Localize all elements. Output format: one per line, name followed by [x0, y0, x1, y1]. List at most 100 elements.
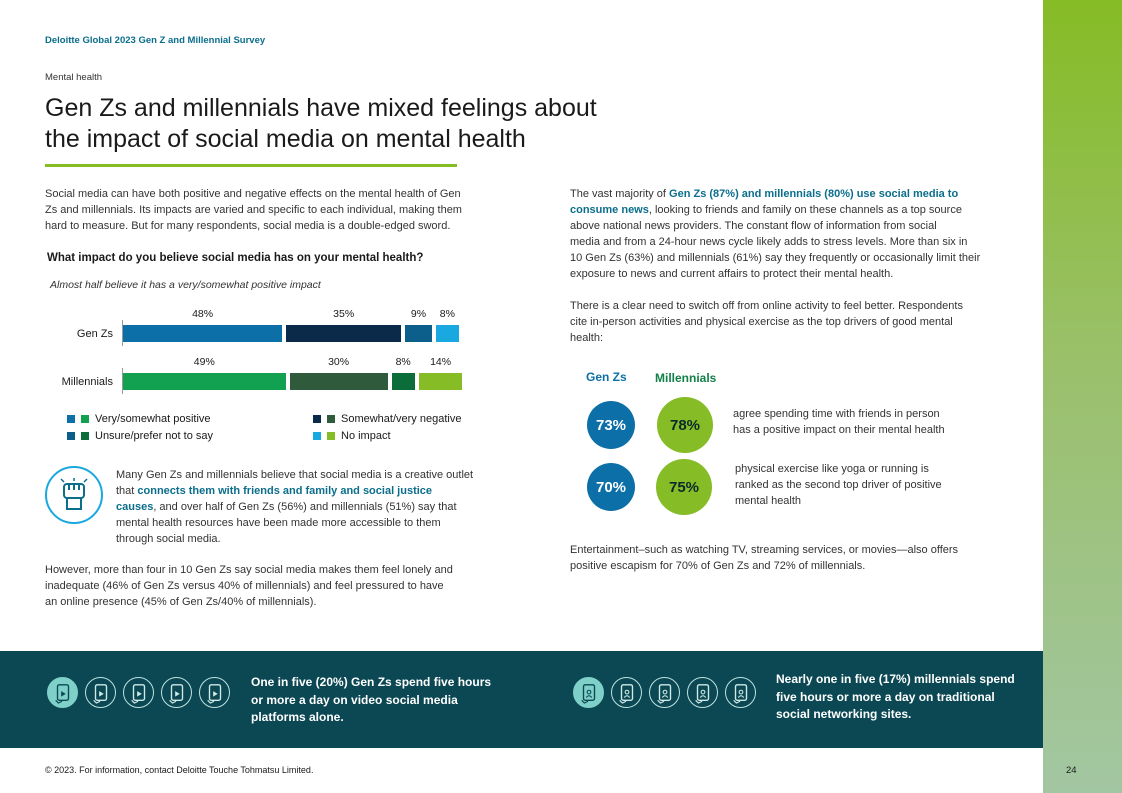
intro-line: Zs and millennials. Its impacts are vari… — [45, 204, 462, 216]
news-text: , looking to friends and family on these… — [648, 204, 962, 216]
callout-paragraph: Many Gen Zs and millennials believe that… — [116, 467, 496, 547]
video-phone-icon — [123, 677, 154, 708]
band-text-right: Nearly one in five (17%) millennials spe… — [776, 671, 1036, 724]
section-label: Mental health — [45, 72, 103, 83]
entertainment-line: positive escapism for 70% of Gen Zs and … — [570, 560, 866, 572]
legend-swatch — [313, 432, 321, 440]
intro-line: hard to measure. But for many respondent… — [45, 220, 451, 232]
stat-circle-genz: 73% — [587, 401, 635, 449]
legend-label-noimpact: No impact — [341, 430, 391, 442]
stat-description: physical exercise like yoga or running i… — [735, 461, 1015, 509]
video-phone-icon — [199, 677, 230, 708]
band-text-left: One in five (20%) Gen Zs spend five hour… — [251, 674, 531, 727]
category-label-genz: Gen Zs — [76, 328, 113, 340]
band-line: social networking sites. — [776, 707, 912, 721]
however-paragraph: However, more than four in 10 Gen Zs say… — [45, 562, 495, 610]
news-highlight: consume news — [570, 204, 649, 216]
callout-line: through social media. — [116, 533, 221, 545]
bar-value-label: 30% — [328, 356, 350, 368]
intro-paragraph: Social media can have both positive and … — [45, 186, 495, 234]
bar-value-label: 35% — [333, 308, 355, 320]
bar-segment — [418, 373, 463, 390]
bar-segment — [435, 325, 459, 342]
bar-segment — [405, 325, 432, 342]
video-icon-row — [47, 677, 230, 708]
bar-segment — [289, 373, 388, 390]
legend-swatch — [81, 432, 89, 440]
bar-segment — [286, 325, 402, 342]
millennials-column-label: Millennials — [655, 371, 717, 385]
news-text: The vast majority of — [570, 188, 670, 200]
bar-segment — [391, 373, 415, 390]
stat-circle-genz: 70% — [587, 463, 635, 511]
page-number: 24 — [1066, 765, 1077, 776]
title-rule — [45, 164, 457, 167]
social-phone-icon — [611, 677, 642, 708]
genz-column-label: Gen Zs — [586, 370, 627, 384]
bar-value-label: 8% — [439, 308, 455, 320]
switch-off-line: There is a clear need to switch off from… — [570, 300, 963, 312]
entertainment-line: Entertainment–such as watching TV, strea… — [570, 544, 959, 556]
news-paragraph: The vast majority of Gen Zs (87%) and mi… — [570, 186, 1010, 282]
legend-label-negative: Somewhat/very negative — [341, 413, 462, 425]
callout-highlight: causes — [116, 501, 154, 513]
switch-off-paragraph: There is a clear need to switch off from… — [570, 298, 1010, 346]
bar-segment — [123, 373, 286, 390]
category-label-millennials: Millennials — [61, 376, 113, 388]
page-title-line-2: the impact of social media on mental hea… — [45, 125, 526, 153]
stat-line: has a positive impact on their mental he… — [733, 424, 945, 436]
legend-label-unsure: Unsure/prefer not to say — [95, 430, 214, 442]
page-title-line-1: Gen Zs and millennials have mixed feelin… — [45, 94, 597, 122]
callout-text: , and over half of Gen Zs (56%) and mill… — [153, 501, 457, 513]
legend-swatch — [327, 432, 335, 440]
callout-text: that — [116, 485, 138, 497]
stat-description: agree spending time with friends in pers… — [733, 406, 1013, 438]
however-line: an online presence (45% of Gen Zs/40% of… — [45, 596, 317, 608]
stat-circle-millennials: 75% — [656, 459, 712, 515]
bar-value-label: 9% — [410, 308, 427, 320]
social-phone-icon — [649, 677, 680, 708]
callout-line: causes, and over half of Gen Zs (56%) an… — [116, 499, 496, 515]
news-line: The vast majority of Gen Zs (87%) and mi… — [570, 186, 1010, 202]
social-phone-icon — [573, 677, 604, 708]
legend-swatches-negative — [313, 415, 335, 423]
social-phone-icon — [725, 677, 756, 708]
intro-line: Social media can have both positive and … — [45, 188, 461, 200]
stat-line: mental health — [735, 495, 802, 507]
social-icon-row — [573, 677, 756, 708]
band-line: platforms alone. — [251, 710, 344, 724]
bar-segment — [123, 325, 283, 342]
legend-swatches-unsure — [67, 432, 89, 440]
news-highlight: Gen Zs (87%) and millennials (80%) use s… — [669, 188, 959, 200]
side-accent-bar — [1043, 0, 1122, 793]
switch-off-line: health: — [570, 332, 604, 344]
band-line: Nearly one in five (17%) millennials spe… — [776, 672, 1015, 686]
page-title: Gen Zs and millennials have mixed feelin… — [45, 93, 645, 155]
stat-line: ranked as the second top driver of posit… — [735, 479, 942, 491]
band-line: One in five (20%) Gen Zs spend five hour… — [251, 675, 492, 689]
entertainment-paragraph: Entertainment–such as watching TV, strea… — [570, 542, 1010, 574]
chart-axis — [122, 368, 123, 394]
news-line: consume news, looking to friends and fam… — [570, 202, 1010, 218]
survey-title: Deloitte Global 2023 Gen Z and Millennia… — [45, 35, 266, 46]
legend-swatch — [327, 415, 335, 423]
bar-value-label: 48% — [192, 308, 214, 320]
callout-highlight: connects them with friends and family an… — [137, 485, 433, 497]
switch-off-line: cite in-person activities and physical e… — [570, 316, 953, 328]
however-line: inadequate (46% of Gen Zs versus 40% of … — [45, 580, 444, 592]
raised-fist-icon — [45, 466, 103, 524]
news-line: media and from a 24-hour news cycle like… — [570, 236, 968, 248]
stat-line: physical exercise like yoga or running i… — [735, 463, 929, 475]
legend-swatch — [67, 432, 75, 440]
bar-value-label: 14% — [430, 356, 452, 368]
however-line: However, more than four in 10 Gen Zs say… — [45, 564, 453, 576]
band-line: five hours or more a day on traditional — [776, 689, 995, 704]
video-phone-icon — [47, 677, 78, 708]
bar-value-label: 8% — [395, 356, 411, 368]
band-line: or more a day on video social media — [251, 692, 458, 707]
bar-value-label: 49% — [193, 356, 215, 368]
legend-swatches-noimpact — [313, 432, 335, 440]
legend-swatch — [313, 415, 321, 423]
callout-line: that connects them with friends and fami… — [116, 483, 496, 499]
video-phone-icon — [85, 677, 116, 708]
